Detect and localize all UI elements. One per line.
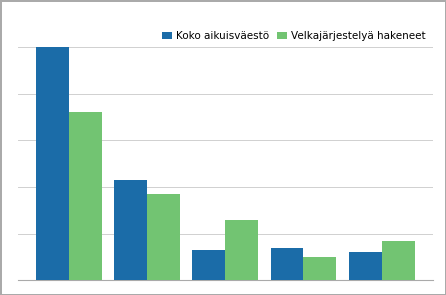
- Bar: [114, 180, 147, 280]
- Bar: [271, 248, 303, 280]
- Bar: [192, 250, 225, 280]
- Bar: [382, 241, 415, 280]
- Bar: [69, 112, 102, 280]
- Bar: [303, 257, 336, 280]
- Bar: [36, 47, 69, 280]
- Legend: Koko aikuisväestö, Velkajärjestelyä hakeneet: Koko aikuisväestö, Velkajärjestelyä hake…: [160, 29, 427, 43]
- Bar: [349, 252, 382, 280]
- Bar: [225, 219, 258, 280]
- Bar: [147, 194, 180, 280]
